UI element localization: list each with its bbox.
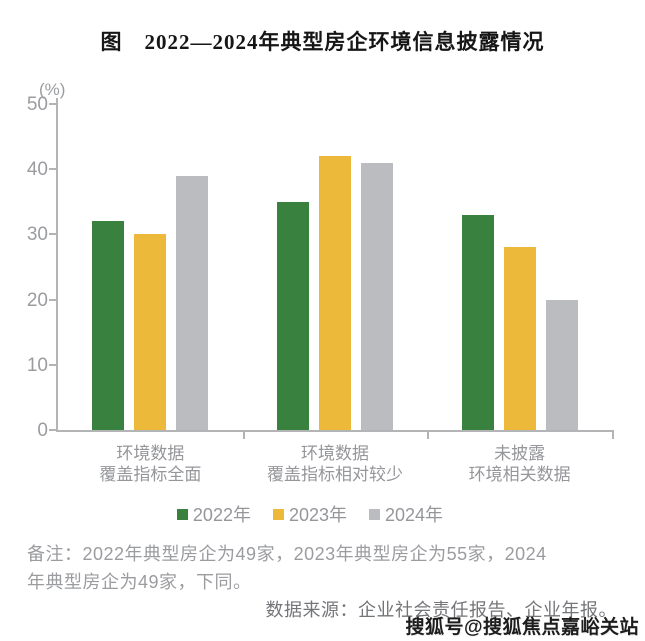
bar-2022年-group3 xyxy=(461,214,494,430)
category-label-line: 环境相关数据 xyxy=(468,465,571,484)
x-axis-tick xyxy=(242,432,245,439)
bar-2023年-group3 xyxy=(503,247,536,430)
category-label: 环境数据覆盖指标全面 xyxy=(40,443,260,485)
legend-item-2022年: 2022年 xyxy=(176,501,251,527)
bar-2023年-group2 xyxy=(319,156,351,430)
y-tick-label: 10 xyxy=(26,354,48,376)
y-tick-label: 40 xyxy=(26,159,48,181)
y-tick-label: 30 xyxy=(26,224,48,246)
legend-swatch-icon xyxy=(272,508,284,520)
y-axis-tick xyxy=(49,103,56,105)
y-tick-label: 0 xyxy=(37,420,48,441)
category-label-line: 覆盖指标全面 xyxy=(99,465,202,484)
chart-title: 图 2022—2024年典型房企环境信息披露情况 xyxy=(100,30,545,54)
y-axis-tick xyxy=(49,298,56,301)
source-line: 数据来源：企业社会责任报告、企业年报。 xyxy=(265,600,617,620)
legend-swatch-icon xyxy=(369,508,381,520)
legend-label: 2024年 xyxy=(385,505,444,525)
category-label-line: 环境数据 xyxy=(301,444,369,463)
chart-legend: 2022年 2023年 2024年 xyxy=(0,501,620,527)
category-label-line: 覆盖指标相对较少 xyxy=(267,465,403,484)
note-line-1: 备注：2022年典型房企为49家，2023年典型房企为55家，2024 xyxy=(27,544,547,564)
category-label: 环境数据覆盖指标相对较少 xyxy=(225,443,445,485)
y-axis-tick xyxy=(49,429,56,431)
legend-label: 2022年 xyxy=(192,505,251,525)
legend-item-2024年: 2024年 xyxy=(369,501,443,527)
x-axis-line xyxy=(56,430,614,432)
y-tick-label: 50 xyxy=(26,94,48,115)
bar-2022年-group2 xyxy=(277,201,309,430)
y-axis-line xyxy=(56,98,58,432)
bar-2024年-group2 xyxy=(361,162,393,430)
y-axis-tick xyxy=(49,168,56,171)
y-axis-tick xyxy=(49,233,56,236)
category-label-line: 环境数据 xyxy=(116,444,185,463)
legend-item-2023年: 2023年 xyxy=(272,501,348,527)
bar-2022年-group1 xyxy=(92,221,125,430)
y-axis-tick xyxy=(49,363,56,366)
legend-swatch-icon xyxy=(176,508,188,520)
bar-2024年-group1 xyxy=(176,175,209,430)
watermark: 搜狐号@搜狐焦点嘉峪关站 xyxy=(405,617,639,638)
y-axis-unit-label: (%) xyxy=(39,80,66,99)
bar-2023年-group1 xyxy=(134,234,167,430)
legend-label: 2023年 xyxy=(288,505,348,525)
x-axis-tick xyxy=(612,432,614,439)
category-label: 未披露 环境相关数据 xyxy=(410,443,630,485)
y-tick-label: 20 xyxy=(26,289,48,311)
bar-2024年-group3 xyxy=(545,299,578,430)
x-axis-tick xyxy=(427,432,430,439)
note-line-2: 年典型房企为49家，下同。 xyxy=(27,572,252,592)
category-label-line: 未披露 xyxy=(494,444,546,463)
